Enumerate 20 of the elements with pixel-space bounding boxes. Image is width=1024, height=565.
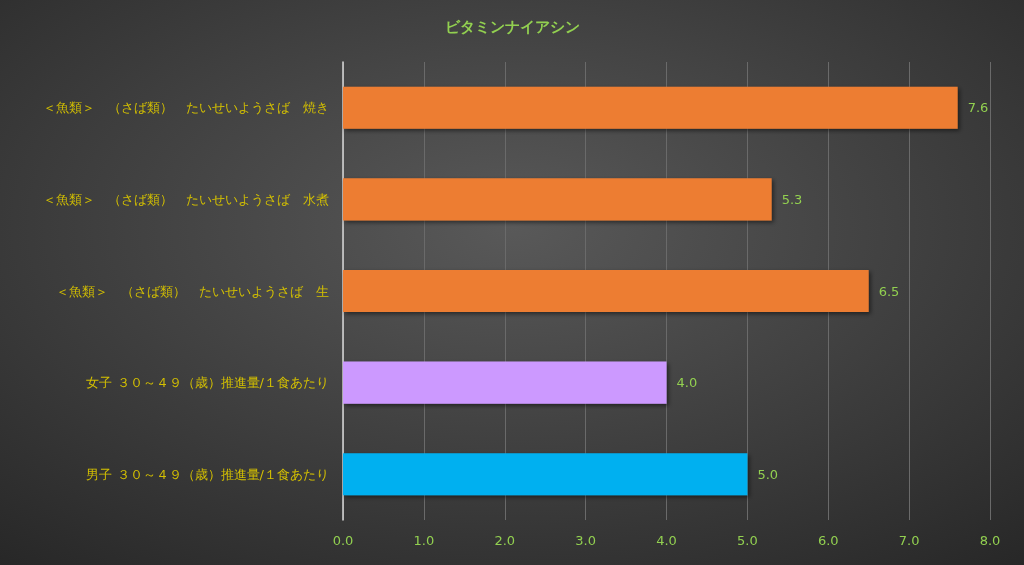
x-tick-label: 1.0 (413, 533, 435, 548)
data-label: 5.3 (781, 191, 803, 207)
x-tick-label: 3.0 (575, 533, 596, 548)
x-tick-label: 7.0 (898, 533, 920, 548)
x-tick-label: 6.0 (817, 533, 839, 548)
x-tick-label: 4.0 (656, 533, 677, 548)
x-tick-label: 0.0 (332, 533, 354, 548)
data-label: 6.5 (878, 283, 900, 299)
y-tick-label: 女子 ３０～４９（歳）推進量/１食あたり (86, 375, 329, 391)
y-tick-label: ＜魚類＞ （さば類） たいせいようさば 水煮 (43, 191, 329, 207)
x-tick-label: 5.0 (737, 533, 758, 548)
chart-title: ビタミンナイアシン (444, 17, 580, 36)
x-tick-label: 2.0 (494, 533, 516, 548)
data-label: 7.6 (967, 100, 989, 116)
data-label: 5.0 (757, 466, 779, 482)
y-tick-label: 男子 ３０～４９（歳）推進量/１食あたり (86, 466, 329, 482)
y-tick-label: ＜魚類＞ （さば類） たいせいようさば 生 (56, 283, 329, 299)
y-tick-label: ＜魚類＞ （さば類） たいせいようさば 焼き (43, 100, 329, 116)
data-label: 4.0 (676, 375, 698, 391)
x-tick-label: 8.0 (979, 533, 1001, 548)
